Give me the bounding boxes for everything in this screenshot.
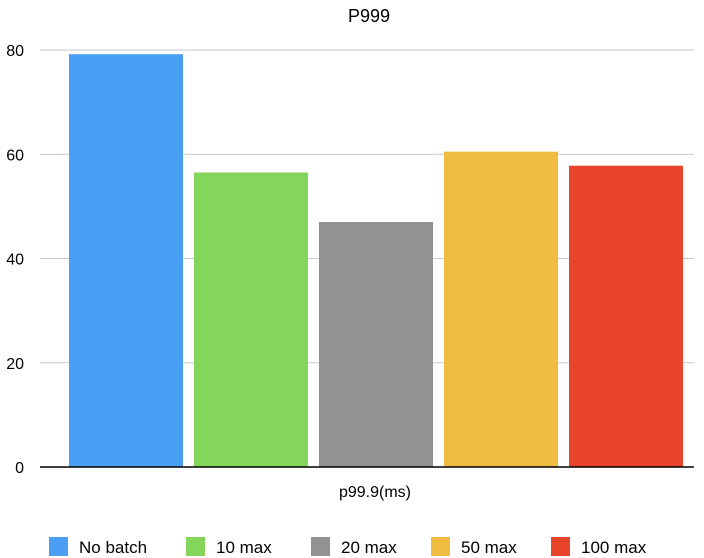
legend-label-50-max: 50 max xyxy=(461,538,517,557)
x-axis-label: p99.9(ms) xyxy=(339,484,411,501)
axis-layer: 0 20 40 60 80 xyxy=(6,43,694,477)
legend-swatch-10-max xyxy=(186,537,205,556)
bar-10-max xyxy=(194,172,308,467)
bars-layer xyxy=(69,54,683,468)
chart-title: P999 xyxy=(348,6,390,26)
bar-50-max xyxy=(444,151,558,468)
legend-swatch-20-max xyxy=(311,537,330,556)
legend-swatch-no-batch xyxy=(49,537,68,556)
bar-no-batch xyxy=(69,54,183,468)
legend-label-no-batch: No batch xyxy=(79,538,147,557)
y-tick-label: 60 xyxy=(6,147,24,164)
bar-100-max xyxy=(569,165,683,467)
y-tick-label: 80 xyxy=(6,43,24,60)
legend-label-20-max: 20 max xyxy=(341,538,397,557)
y-tick-label: 40 xyxy=(6,252,24,269)
legend-label-100-max: 100 max xyxy=(581,538,647,557)
legend-swatch-100-max xyxy=(551,537,570,556)
legend-label-10-max: 10 max xyxy=(216,538,272,557)
y-tick-label: 20 xyxy=(6,356,24,373)
y-tick-label: 0 xyxy=(15,460,24,477)
bar-20-max xyxy=(319,222,433,467)
legend-swatch-50-max xyxy=(431,537,450,556)
legend: No batch 10 max 20 max 50 max 100 max xyxy=(49,537,647,557)
